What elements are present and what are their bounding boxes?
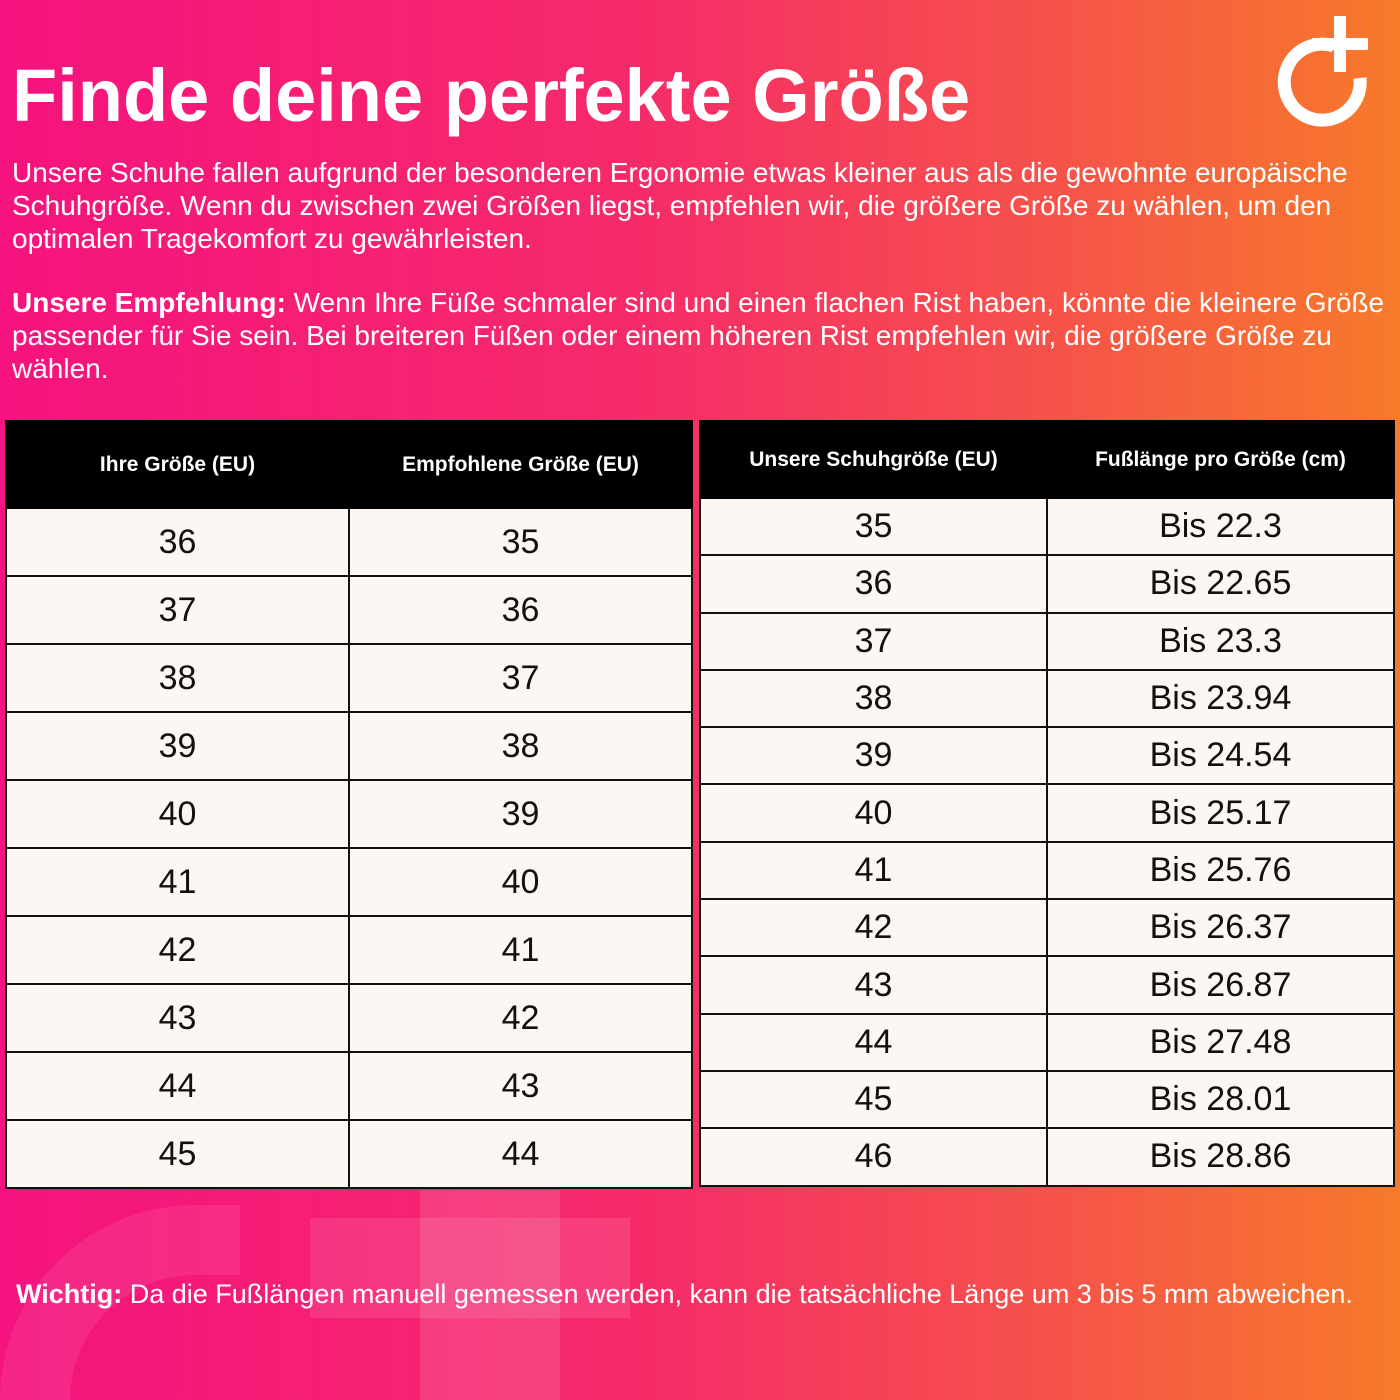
column-header: Empfohlene Größe (EU) bbox=[348, 420, 693, 509]
table-row: 40 Bis 25.17 bbox=[699, 783, 1395, 843]
table-cell: 42 bbox=[699, 898, 1048, 958]
important-note: Wichtig: Da die Fußlängen manuell gemess… bbox=[16, 1278, 1384, 1310]
table-row: 37 36 bbox=[5, 575, 693, 645]
table-row: 45 Bis 28.01 bbox=[699, 1069, 1395, 1130]
table-row: 43 42 bbox=[5, 983, 693, 1053]
table-cell: 46 bbox=[699, 1127, 1048, 1187]
table-cell: 39 bbox=[348, 779, 693, 849]
table-row: 42 Bis 26.37 bbox=[699, 898, 1395, 958]
intro-text: Unsere Schuhe fallen aufgrund der besond… bbox=[12, 157, 1348, 254]
table-row: 46 Bis 28.86 bbox=[699, 1127, 1395, 1187]
table-cell: 44 bbox=[699, 1012, 1048, 1072]
table-cell: 35 bbox=[699, 496, 1048, 557]
table-row: 38 Bis 23.94 bbox=[699, 668, 1395, 729]
table-cell: 38 bbox=[348, 711, 693, 781]
table-cell: 43 bbox=[699, 955, 1048, 1015]
table-row: 41 Bis 25.76 bbox=[699, 840, 1395, 901]
table-row: 35 Bis 22.3 bbox=[699, 496, 1395, 557]
table-cell: 43 bbox=[348, 1051, 693, 1121]
table-cell: 40 bbox=[348, 847, 693, 917]
page-title: Finde deine perfekte Größe bbox=[12, 54, 971, 137]
table-row: 37 Bis 23.3 bbox=[699, 611, 1395, 671]
table-cell: Bis 26.87 bbox=[1046, 955, 1395, 1015]
table-cell: Bis 28.86 bbox=[1046, 1127, 1395, 1187]
table-cell: 40 bbox=[699, 783, 1048, 843]
table-cell: 39 bbox=[5, 711, 350, 781]
column-header: Unsere Schuhgröße (EU) bbox=[699, 420, 1048, 499]
table-row: 44 Bis 27.48 bbox=[699, 1012, 1395, 1072]
recommendation-text: Unsere Empfehlung: Wenn Ihre Füße schmal… bbox=[12, 286, 1388, 385]
table-row: 43 Bis 26.87 bbox=[699, 955, 1395, 1015]
table-cell: 37 bbox=[5, 575, 350, 645]
table-row: 38 37 bbox=[5, 643, 693, 713]
table-cell: 44 bbox=[5, 1051, 350, 1121]
table-cell: 42 bbox=[5, 915, 350, 985]
table-cell: 36 bbox=[5, 507, 350, 577]
recommendation-body: Wenn Ihre Füße schmaler sind und einen f… bbox=[12, 287, 1385, 384]
table-cell: 40 bbox=[5, 779, 350, 849]
table-cell: 39 bbox=[699, 726, 1048, 786]
table-cell: Bis 23.94 bbox=[1046, 668, 1395, 729]
table-row: 45 44 bbox=[5, 1119, 693, 1189]
table-cell: Bis 26.37 bbox=[1046, 898, 1395, 958]
table-cell: 44 bbox=[348, 1119, 693, 1189]
table-cell: Bis 24.54 bbox=[1046, 726, 1395, 786]
table-cell: Bis 28.01 bbox=[1046, 1069, 1395, 1130]
table-cell: 42 bbox=[348, 983, 693, 1053]
table-cell: 37 bbox=[348, 643, 693, 713]
table-cell: 37 bbox=[699, 611, 1048, 671]
table-cell: 38 bbox=[699, 668, 1048, 729]
table-cell: 41 bbox=[348, 915, 693, 985]
circle-plus-logo-icon bbox=[1277, 16, 1368, 127]
table-cell: 45 bbox=[5, 1119, 350, 1189]
table-cell: 41 bbox=[699, 840, 1048, 901]
table-cell: Bis 23.3 bbox=[1046, 611, 1395, 671]
note-body: Da die Fußlängen manuell gemessen werden… bbox=[122, 1279, 1353, 1309]
table-cell: Bis 27.48 bbox=[1046, 1012, 1395, 1072]
table-cell: 43 bbox=[5, 983, 350, 1053]
table-cell: Bis 25.76 bbox=[1046, 840, 1395, 901]
column-header: Ihre Größe (EU) bbox=[5, 420, 350, 509]
table-cell: 35 bbox=[348, 507, 693, 577]
table-row: 39 38 bbox=[5, 711, 693, 781]
table-cell: 36 bbox=[699, 554, 1048, 614]
note-label: Wichtig: bbox=[16, 1279, 123, 1309]
table-row: 40 39 bbox=[5, 779, 693, 849]
table-row: 44 43 bbox=[5, 1051, 693, 1121]
table-cell: 38 bbox=[5, 643, 350, 713]
table-cell: 45 bbox=[699, 1069, 1048, 1130]
table-cell: Bis 22.3 bbox=[1046, 496, 1395, 557]
foot-length-table: Unsere Schuhgröße (EU) Fußlänge pro Größ… bbox=[699, 420, 1395, 1187]
table-row: 36 Bis 22.65 bbox=[699, 554, 1395, 614]
table-row: 39 Bis 24.54 bbox=[699, 726, 1395, 786]
table-cell: Bis 25.17 bbox=[1046, 783, 1395, 843]
column-header: Fußlänge pro Größe (cm) bbox=[1046, 420, 1395, 499]
table-cell: 41 bbox=[5, 847, 350, 917]
table-row: 42 41 bbox=[5, 915, 693, 985]
table-cell: 36 bbox=[348, 575, 693, 645]
size-recommendation-table: Ihre Größe (EU) Empfohlene Größe (EU) 36… bbox=[5, 420, 693, 1189]
recommendation-label: Unsere Empfehlung: bbox=[12, 287, 286, 318]
table-row: 41 40 bbox=[5, 847, 693, 917]
table-row: 36 35 bbox=[5, 507, 693, 577]
table-cell: Bis 22.65 bbox=[1046, 554, 1395, 614]
